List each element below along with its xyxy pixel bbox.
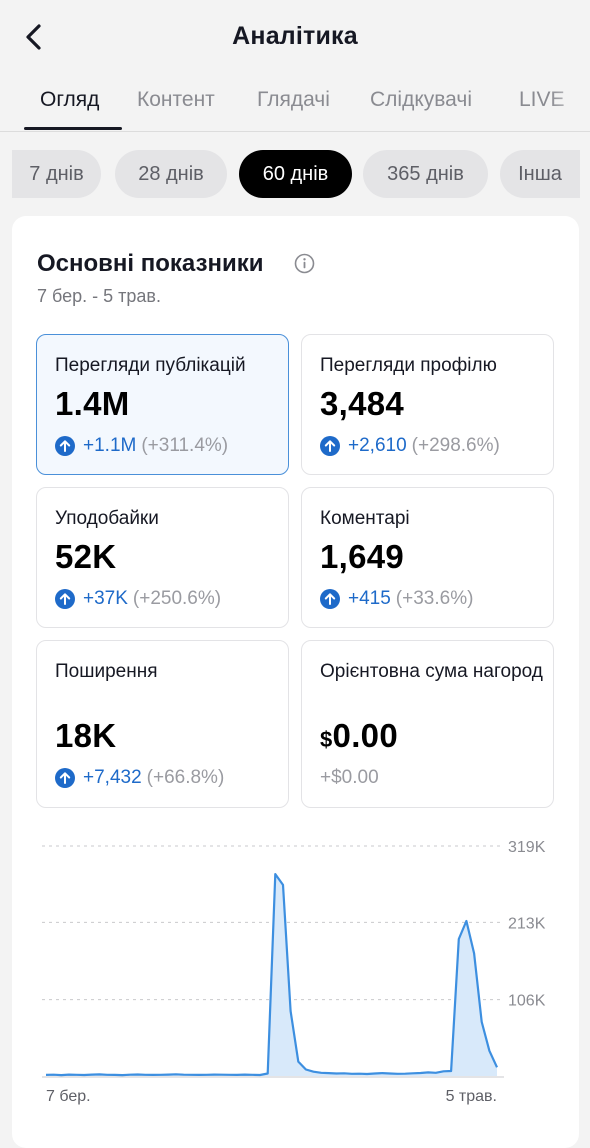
metric-delta: +7,432: [83, 767, 142, 788]
metric-label: Орієнтовна сума нагород: [320, 661, 543, 682]
tab-overview[interactable]: Огляд: [40, 88, 100, 111]
metric-delta: +1.1M: [83, 435, 137, 456]
date-range-label: 7 бер. - 5 трав.: [37, 286, 161, 306]
metric-value: 3,484: [320, 385, 405, 422]
y-tick-label: 213K: [508, 915, 546, 932]
arrow-up-icon: [320, 589, 340, 609]
tab-followers[interactable]: Слідкувачі: [370, 88, 473, 111]
metric-label: Поширення: [55, 661, 158, 682]
metric-delta: +$0.00: [320, 767, 379, 788]
metric-shares[interactable]: Поширення 18K +7,432 (+66.8%): [36, 640, 289, 808]
info-icon[interactable]: [294, 253, 315, 274]
metric-percent: (+250.6%): [132, 588, 222, 609]
metric-change: +7,432 (+66.8%): [55, 767, 224, 789]
range-60-days[interactable]: 60 днів: [239, 150, 352, 198]
metric-estimated-rewards[interactable]: Орієнтовна сума нагород $0.00 +$0.00: [301, 640, 554, 808]
page-title: Аналітика: [232, 22, 358, 50]
metric-label: Перегляди публікацій: [55, 355, 246, 376]
metric-change: +2,610 (+298.6%): [320, 435, 500, 457]
tab-bar: Огляд Контент Глядачі Слідкувачі LIVE: [0, 76, 590, 132]
metric-percent: (+33.6%): [395, 588, 474, 609]
metric-change: +415 (+33.6%): [320, 588, 473, 610]
range-7-days[interactable]: 7 днів: [12, 150, 101, 198]
active-tab-indicator: [24, 127, 122, 130]
metric-post-views[interactable]: Перегляди публікацій 1.4M +1.1M (+311.4%…: [36, 334, 289, 475]
metric-value: 1,649: [320, 538, 405, 575]
metric-change: +$0.00: [320, 767, 379, 789]
arrow-up-icon: [320, 436, 340, 456]
chart-series-line: [45, 873, 498, 1077]
metric-delta: +2,610: [348, 435, 407, 456]
metric-change: +37K (+250.6%): [55, 588, 221, 610]
metric-value: 18K: [55, 717, 117, 754]
views-chart[interactable]: 319K 213K 106K 7 бер. 5 трав.: [42, 836, 582, 1116]
x-tick-label: 7 бер.: [46, 1088, 91, 1105]
section-title: Основні показники: [37, 250, 264, 277]
metric-label: Коментарі: [320, 508, 410, 529]
date-range-selector: 7 днів 28 днів 60 днів 365 днів Інша: [0, 148, 590, 200]
y-tick-label: 319K: [508, 839, 546, 856]
range-custom[interactable]: Інша: [500, 150, 580, 198]
app-header: Аналітика: [0, 0, 590, 76]
overview-card: Основні показники 7 бер. - 5 трав. Перег…: [12, 216, 579, 1148]
metric-value-wrapper: $0.00: [320, 717, 398, 755]
currency-symbol: $: [320, 727, 333, 752]
tab-viewers[interactable]: Глядачі: [257, 88, 330, 111]
metric-value: 52K: [55, 538, 117, 575]
arrow-up-icon: [55, 589, 75, 609]
x-tick-label: 5 трав.: [446, 1088, 497, 1105]
metric-label: Уподобайки: [55, 508, 159, 529]
back-arrow-icon[interactable]: [20, 22, 48, 52]
metric-value: 1.4M: [55, 385, 130, 422]
metric-label: Перегляди профілю: [320, 355, 497, 376]
arrow-up-icon: [55, 436, 75, 456]
metric-delta: +37K: [83, 588, 128, 609]
metric-value: 0.00: [332, 717, 398, 754]
metric-profile-views[interactable]: Перегляди профілю 3,484 +2,610 (+298.6%): [301, 334, 554, 475]
y-tick-label: 106K: [508, 993, 546, 1010]
metric-change: +1.1M (+311.4%): [55, 435, 228, 457]
metric-percent: (+311.4%): [141, 435, 229, 456]
metric-percent: (+298.6%): [411, 435, 500, 456]
metric-likes[interactable]: Уподобайки 52K +37K (+250.6%): [36, 487, 289, 628]
tabs-scroll-fade: [550, 76, 590, 131]
range-28-days[interactable]: 28 днів: [115, 150, 227, 198]
metric-delta: +415: [348, 588, 391, 609]
metric-percent: (+66.8%): [146, 767, 225, 788]
arrow-up-icon: [55, 768, 75, 788]
tab-content[interactable]: Контент: [137, 88, 215, 111]
metric-comments[interactable]: Коментарі 1,649 +415 (+33.6%): [301, 487, 554, 628]
range-365-days[interactable]: 365 днів: [363, 150, 488, 198]
